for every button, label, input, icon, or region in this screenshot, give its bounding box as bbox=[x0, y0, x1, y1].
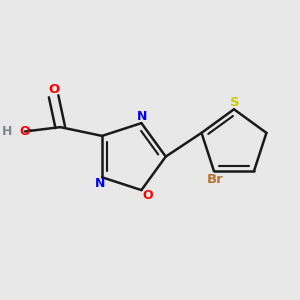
Text: H: H bbox=[2, 125, 12, 138]
Text: S: S bbox=[230, 96, 240, 109]
Text: -: - bbox=[28, 124, 33, 137]
Text: N: N bbox=[137, 110, 148, 123]
Text: O: O bbox=[20, 125, 30, 138]
Text: Br: Br bbox=[207, 173, 224, 186]
Text: O: O bbox=[143, 189, 153, 202]
Text: N: N bbox=[94, 177, 105, 190]
Text: O: O bbox=[48, 83, 59, 96]
